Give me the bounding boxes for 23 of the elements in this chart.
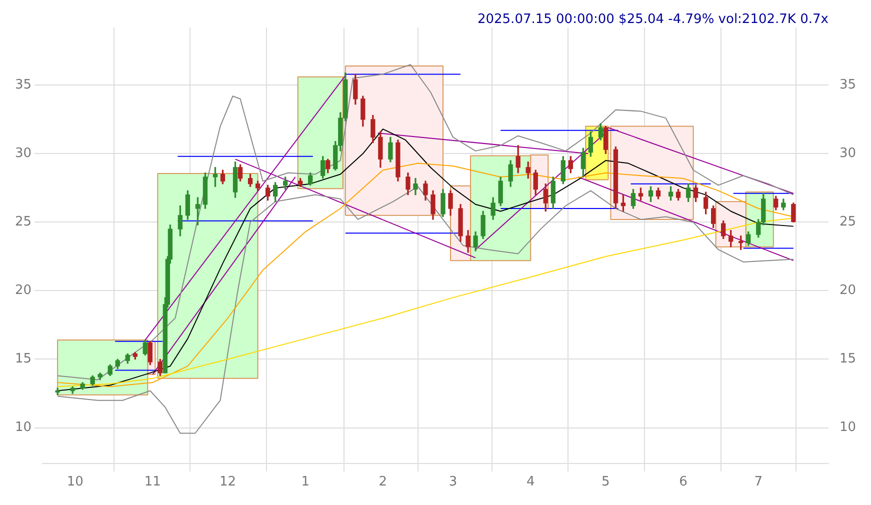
y-tick-label: 25 bbox=[14, 214, 32, 230]
y-tick-label: 35 bbox=[14, 78, 32, 93]
y2-tick-label: 35 bbox=[839, 78, 856, 93]
x-tick-label: 6 bbox=[679, 474, 688, 490]
y2-tick-label: 30 bbox=[839, 146, 856, 162]
y2-tick-label: 20 bbox=[839, 283, 856, 298]
x-tick-label: 7 bbox=[754, 474, 763, 490]
y2-tick-label: 15 bbox=[839, 352, 856, 367]
x-tick-label: 11 bbox=[144, 474, 161, 490]
y-tick-label: 30 bbox=[14, 146, 32, 162]
y-tick-label: 20 bbox=[14, 283, 32, 298]
x-tick-label: 2 bbox=[378, 474, 388, 490]
x-tick-label: 5 bbox=[602, 474, 610, 490]
y2-tick-label: 25 bbox=[839, 214, 856, 230]
x-tick-label: 4 bbox=[526, 474, 535, 490]
y-tick-label: 15 bbox=[14, 352, 32, 367]
x-tick-label: 1 bbox=[301, 474, 310, 490]
x-tick-label: 3 bbox=[448, 474, 458, 490]
x-tick-label: 12 bbox=[219, 474, 236, 490]
y-tick-label: 10 bbox=[14, 420, 32, 436]
chart-title: 2025.07.15 00:00:00 $25.04 -4.79% vol:2102.7K 0.7x bbox=[477, 12, 829, 28]
y2-tick-label: 10 bbox=[839, 420, 856, 436]
x-tick-label: 10 bbox=[66, 474, 84, 490]
